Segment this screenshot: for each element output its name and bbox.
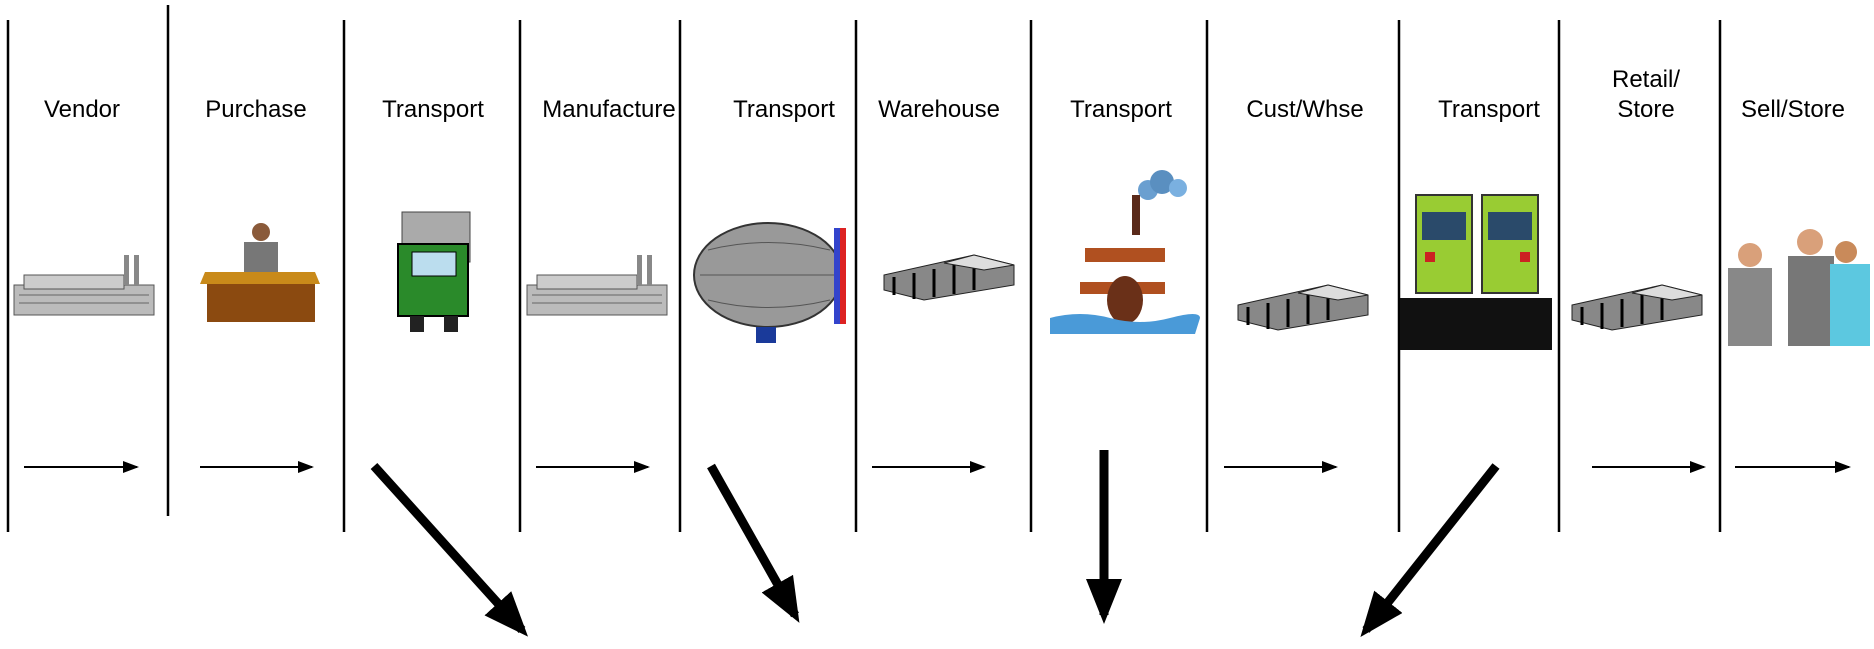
handshake-icon xyxy=(1728,229,1870,346)
truck-icon xyxy=(398,212,470,332)
stage-label: Transport xyxy=(1438,96,1540,123)
stage-labels: Vendor Purchase Transport Manufacture Transp… xyxy=(44,66,1845,123)
stage-label: Purchase xyxy=(205,96,306,123)
stage-label: Sell/Store xyxy=(1741,96,1845,123)
stage-label: Transport xyxy=(733,96,835,123)
stage-label: Retail/ xyxy=(1612,66,1680,93)
stage-label: Transport xyxy=(1070,96,1172,123)
desk-icon xyxy=(200,223,320,322)
stage-label: Vendor xyxy=(44,96,120,123)
stage-label: Manufacture xyxy=(542,96,675,123)
icons xyxy=(14,170,1870,350)
stage-label: Cust/Whse xyxy=(1246,96,1363,123)
stage-label: Warehouse xyxy=(878,96,1000,123)
trolley-icon xyxy=(1400,195,1552,350)
steamboat-icon xyxy=(1050,170,1200,334)
blimp-icon xyxy=(694,223,846,343)
stage-label: Transport xyxy=(382,96,484,123)
stage-label: Store xyxy=(1617,96,1674,123)
supply-chain-diagram: Vendor Purchase Transport Manufacture Transp… xyxy=(0,0,1874,644)
flow-arrows xyxy=(24,450,1849,630)
